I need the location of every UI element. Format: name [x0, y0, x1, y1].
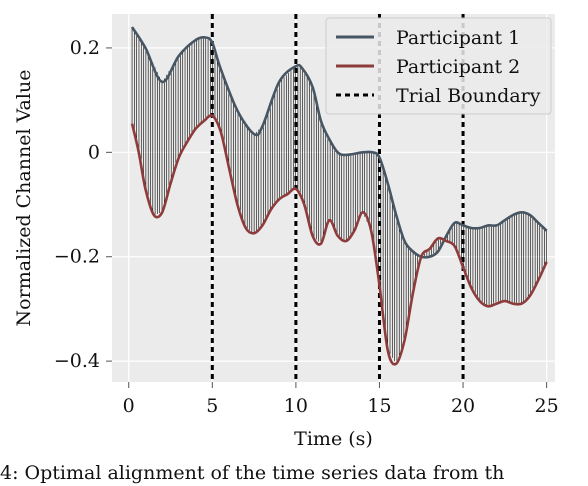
x-tick-label: 5 — [206, 395, 218, 417]
legend-label-trial-boundary: Trial Boundary — [396, 85, 541, 107]
series-line-participant-1 — [130, 26, 548, 259]
x-tick-label: 25 — [535, 395, 559, 417]
y-tick-label: −0.4 — [54, 350, 100, 372]
y-tick-label: 0 — [88, 141, 100, 163]
x-tick-label: 15 — [367, 395, 391, 417]
x-tick-label: 0 — [123, 395, 135, 417]
x-tick-label: 20 — [451, 395, 475, 417]
x-tick-label: 10 — [284, 395, 308, 417]
x-axis-title: Time (s) — [294, 428, 373, 450]
trial-boundaries — [210, 14, 465, 382]
legend-box — [325, 17, 552, 115]
series-line-participant-2 — [130, 114, 548, 366]
legend-label-participant-2: Participant 2 — [396, 56, 520, 78]
series-lines — [130, 26, 548, 366]
figure-caption: 4: Optimal alignment of the time series … — [0, 462, 505, 484]
axis-ticks: 0 5 10 15 20 25 −0.4 −0.2 0 0.2 — [54, 37, 559, 417]
y-axis-title: Normalized Channel Value — [13, 70, 35, 327]
y-tick-label: −0.2 — [54, 246, 100, 268]
legend: Participant 1 Participant 2 Trial Bounda… — [325, 17, 552, 115]
y-tick-label: 0.2 — [70, 37, 100, 59]
legend-label-participant-1: Participant 1 — [396, 27, 520, 49]
